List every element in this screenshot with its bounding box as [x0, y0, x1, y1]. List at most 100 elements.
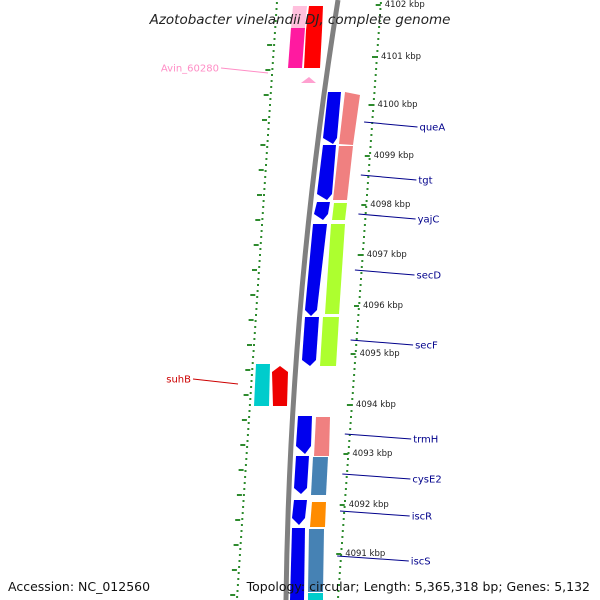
ruler-dot — [363, 224, 366, 226]
ruler-dash — [240, 444, 246, 446]
ruler-dot — [358, 302, 361, 304]
gene-iscS[interactable] — [290, 528, 305, 600]
ruler-dot — [273, 38, 276, 40]
ruler-dot — [254, 326, 257, 328]
ruler-dot — [339, 566, 342, 568]
ruler-dot — [252, 356, 255, 358]
gene-label-secF[interactable]: secF — [415, 341, 438, 352]
feature-block-salmon-2[interactable] — [333, 146, 353, 200]
gene-yajC[interactable] — [314, 202, 330, 220]
ruler-dot — [238, 566, 241, 568]
gene-tgt[interactable] — [317, 145, 336, 200]
ruler-dot — [267, 128, 270, 130]
ruler-dot — [359, 284, 362, 286]
feature-block-red-1[interactable] — [304, 6, 323, 68]
ruler-dot — [246, 440, 249, 442]
gene-label-cysE2[interactable]: cysE2 — [412, 475, 441, 486]
ruler-dot — [267, 134, 269, 136]
ruler-dot — [375, 62, 378, 64]
ruler-dot — [343, 506, 346, 508]
gene-label-leader — [344, 433, 412, 440]
ruler-dot — [339, 560, 342, 562]
ruler-dash — [236, 494, 242, 496]
ruler-dot — [337, 596, 340, 598]
kbp-tick-mark — [368, 104, 374, 106]
gene-label-trmH[interactable]: trmH — [413, 435, 438, 446]
gene-label-iscS[interactable]: iscS — [411, 557, 431, 568]
kbp-tick-mark — [350, 353, 356, 355]
gene-label-tgt[interactable]: tgt — [418, 176, 432, 187]
kbp-tick-mark — [361, 204, 367, 206]
ruler-dot — [250, 386, 253, 388]
feature-block-avin-60280-magenta[interactable] — [288, 28, 305, 68]
gene-suhB[interactable] — [272, 366, 288, 406]
ruler-dot — [236, 596, 239, 598]
ruler-dot — [343, 512, 346, 514]
kbp-tick-mark — [339, 504, 345, 506]
feature-block-salmon-1[interactable] — [339, 92, 360, 145]
ruler-dash — [233, 544, 239, 546]
ruler-dot — [337, 590, 340, 592]
gene-label-leader — [364, 121, 418, 128]
ruler-dash — [258, 169, 264, 171]
kbp-tick-mark — [372, 56, 377, 58]
ruler-dot — [378, 20, 381, 22]
ruler-dash — [255, 219, 261, 221]
ruler-dot — [275, 8, 278, 10]
ruler-dot — [239, 548, 242, 550]
gene-label-secD[interactable]: secD — [417, 271, 442, 282]
ruler-dash — [243, 394, 249, 396]
ruler-dot — [358, 296, 361, 298]
kbp-tick-label: 4092 kbp — [349, 500, 389, 510]
ruler-dot — [243, 482, 246, 484]
ruler-dot — [370, 128, 373, 130]
ruler-dot — [257, 272, 260, 274]
gene-label-leader — [339, 510, 410, 517]
ruler-dash — [248, 319, 254, 321]
ruler-dot — [357, 314, 360, 316]
ruler-dot — [379, 2, 382, 4]
feature-block-salmon-3[interactable] — [314, 417, 330, 456]
feature-block-steel-1[interactable] — [311, 457, 328, 495]
ruler-dot — [256, 296, 259, 298]
ruler-dot — [353, 368, 356, 370]
ruler-dot — [247, 422, 250, 424]
gene-queA[interactable] — [323, 92, 341, 144]
ruler-dot — [269, 98, 272, 100]
feature-block-orange-iscR[interactable] — [310, 502, 326, 527]
ruler-dot — [236, 584, 239, 586]
ruler-dot — [261, 212, 264, 214]
feature-block-cyan-suhB[interactable] — [254, 364, 270, 406]
ruler-dot — [350, 416, 352, 418]
kbp-tick-label: 4099 kbp — [374, 151, 414, 161]
ruler-dot — [238, 554, 241, 556]
ruler-dot — [340, 548, 343, 550]
ruler-dot — [347, 446, 350, 448]
gene-secD[interactable] — [305, 224, 327, 316]
ruler-dot — [345, 482, 348, 484]
gene-trmH[interactable] — [296, 416, 312, 454]
feature-block-cyan-bottom[interactable] — [308, 593, 323, 600]
gene-iscR[interactable] — [292, 500, 307, 525]
gene-label-iscR[interactable]: iscR — [412, 512, 432, 523]
gene-label-leader — [350, 339, 414, 346]
feature-block-green-1[interactable] — [332, 203, 347, 220]
kbp-tick-mark — [343, 453, 349, 455]
gene-secF[interactable] — [302, 317, 319, 366]
feature-block-steel-2[interactable] — [308, 529, 324, 592]
feature-block-green-3[interactable] — [320, 317, 339, 366]
feature-arrow-avin-60280[interactable] — [301, 77, 316, 83]
gene-cysE2[interactable] — [294, 456, 309, 494]
kbp-tick-label: 4091 kbp — [345, 549, 385, 559]
feature-block-avin-60280-pink[interactable] — [291, 6, 307, 28]
ruler-dot — [267, 122, 270, 124]
feature-block-green-2[interactable] — [325, 224, 345, 314]
ruler-dot — [260, 230, 263, 232]
gene-label-queA[interactable]: queA — [420, 123, 446, 134]
gene-label-Avin_60280[interactable]: Avin_60280 — [161, 64, 219, 75]
ruler-dot — [275, 2, 278, 4]
gene-label-suhB[interactable]: suhB — [166, 375, 191, 386]
kbp-tick-label: 4097 kbp — [367, 250, 407, 260]
gene-label-yajC[interactable]: yajC — [418, 215, 440, 226]
